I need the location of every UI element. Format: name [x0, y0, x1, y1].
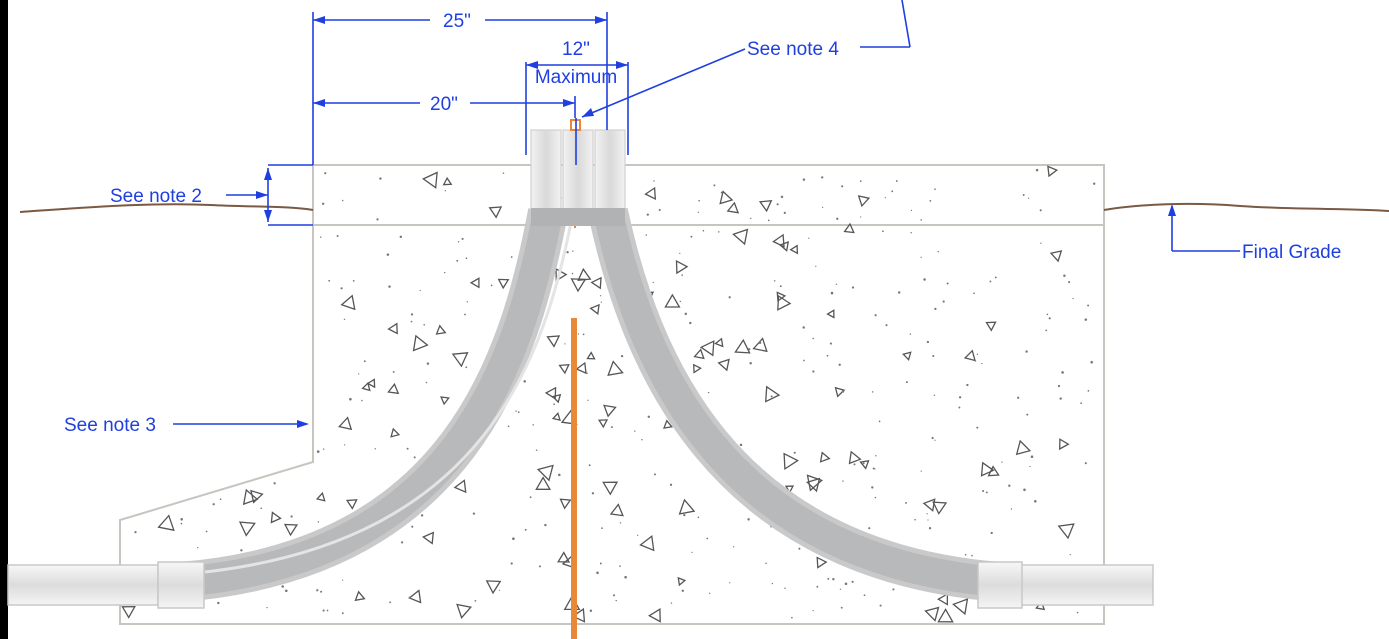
note2-label: See note 2: [110, 186, 202, 207]
dim-maximum-label: Maximum: [535, 67, 617, 88]
right-coupling: [977, 561, 1023, 609]
right-exit-pipe: [1019, 564, 1154, 606]
left-edge-strip: [0, 0, 8, 639]
note4-label: See note 4: [747, 39, 839, 60]
note4-leader: [581, 0, 911, 118]
note3-leader: [173, 420, 309, 428]
final-grade-left: [19, 203, 314, 213]
note3-label: See note 3: [64, 415, 156, 436]
left-exit-pipe: [7, 564, 159, 606]
note2-leader: [226, 164, 313, 226]
dimension-12-max: [525, 61, 629, 165]
final-grade-leader: [1168, 204, 1240, 252]
concrete-aggregate: [121, 163, 1096, 623]
dim-25-label: 25": [443, 11, 471, 32]
dim-20-label: 20": [430, 94, 458, 115]
left-coupling: [157, 561, 205, 609]
dimension-25: [312, 12, 608, 165]
curved-conduits: [178, 207, 1002, 602]
final-grade-right: [1103, 202, 1389, 212]
conduit-stubs: [530, 129, 626, 226]
dimension-20: [313, 96, 576, 118]
final-grade-label: Final Grade: [1242, 242, 1341, 263]
dim-12-label: 12": [562, 39, 590, 60]
ground-rod: [571, 318, 577, 639]
